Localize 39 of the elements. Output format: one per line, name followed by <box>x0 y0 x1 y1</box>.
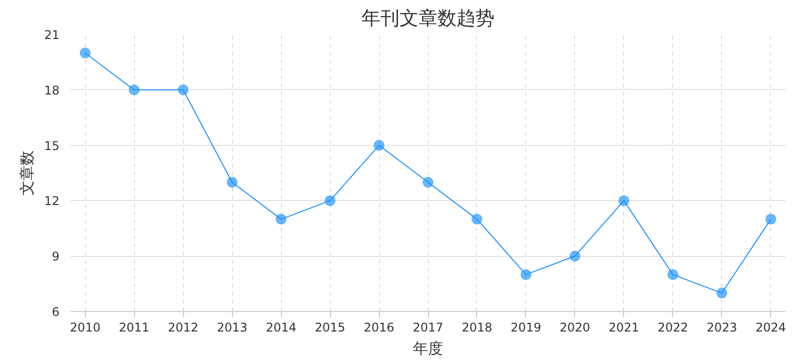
y-tick-label: 6 <box>52 305 60 319</box>
x-tick-label: 2013 <box>216 320 248 334</box>
x-tick-label: 2014 <box>266 320 296 334</box>
point <box>128 84 140 96</box>
point <box>80 47 91 58</box>
x-tick-label: 2015 <box>314 320 346 334</box>
x-tick-label: 2011 <box>118 320 150 334</box>
y-axis-title: 文章数 <box>18 150 36 196</box>
x-tick-label: 2022 <box>658 320 688 334</box>
point <box>422 176 434 188</box>
x-tick-label: 2020 <box>560 320 590 334</box>
x-tick-label: 2021 <box>608 320 640 334</box>
point <box>226 176 238 188</box>
x-axis-title: 年度 <box>413 340 443 358</box>
point <box>520 269 532 280</box>
point <box>374 140 385 151</box>
x-tick-label: 2023 <box>706 320 738 334</box>
x-tick-label: 2016 <box>364 320 394 334</box>
x-tick-label: 2010 <box>70 320 100 334</box>
x-tick-label: 2024 <box>756 320 786 334</box>
y-tick-label: 12 <box>44 194 60 208</box>
point <box>618 195 630 206</box>
y-tick-label: 9 <box>52 250 60 264</box>
point <box>765 214 776 225</box>
point <box>667 269 678 280</box>
x-tick-label: 2012 <box>168 320 198 334</box>
x-tick-label: 2019 <box>510 320 542 334</box>
x-tick-label: 2018 <box>462 320 492 334</box>
point <box>324 195 336 206</box>
y-tick-label: 18 <box>44 83 60 98</box>
point <box>716 288 728 299</box>
point <box>276 214 287 225</box>
point <box>569 250 580 262</box>
x-tick-label: 2017 <box>412 320 444 334</box>
y-tick-label: 21 <box>44 28 60 42</box>
point <box>471 214 482 225</box>
y-tick-label: 15 <box>44 138 60 153</box>
point <box>178 84 189 96</box>
chart-title: 年刊文章数趋势 <box>362 8 494 30</box>
